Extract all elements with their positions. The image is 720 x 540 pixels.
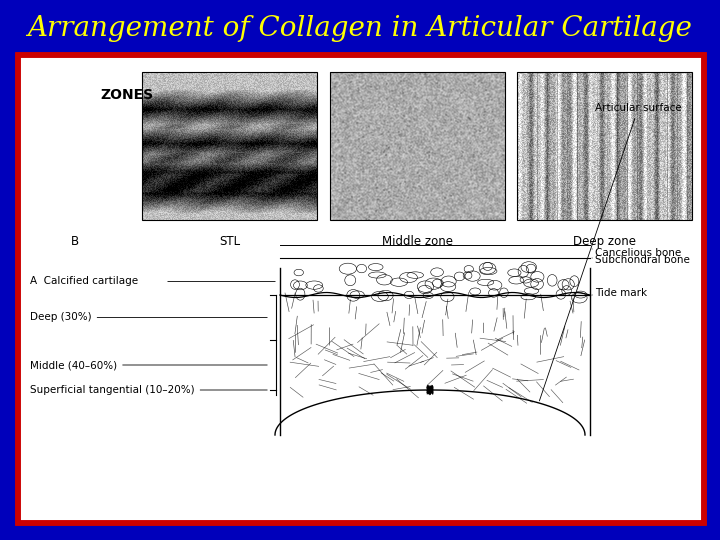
Text: Middle zone: Middle zone bbox=[382, 235, 453, 248]
Text: Articular surface: Articular surface bbox=[539, 103, 682, 401]
Text: B: B bbox=[71, 235, 79, 248]
Text: Arrangement of Collagen in Articular Cartilage: Arrangement of Collagen in Articular Car… bbox=[27, 15, 693, 42]
Text: Tide mark: Tide mark bbox=[592, 288, 647, 298]
Bar bbox=[330, 72, 505, 220]
Text: Deep (30%): Deep (30%) bbox=[30, 313, 267, 322]
Text: Subchondral bone: Subchondral bone bbox=[592, 255, 690, 265]
Bar bbox=[18, 55, 704, 523]
Text: ZONES: ZONES bbox=[100, 88, 153, 102]
Text: A  Calcified cartilage: A Calcified cartilage bbox=[30, 276, 138, 287]
Bar bbox=[18, 55, 704, 523]
Polygon shape bbox=[275, 390, 590, 435]
Text: Cancelious bone: Cancelious bone bbox=[592, 248, 681, 258]
Bar bbox=[280, 268, 590, 435]
Text: Deep zone: Deep zone bbox=[573, 235, 636, 248]
Bar bbox=[142, 72, 317, 220]
Text: Middle (40–60%): Middle (40–60%) bbox=[30, 360, 267, 370]
Text: STL: STL bbox=[219, 235, 240, 248]
Bar bbox=[517, 72, 692, 220]
Text: Superficial tangential (10–20%): Superficial tangential (10–20%) bbox=[30, 385, 267, 395]
